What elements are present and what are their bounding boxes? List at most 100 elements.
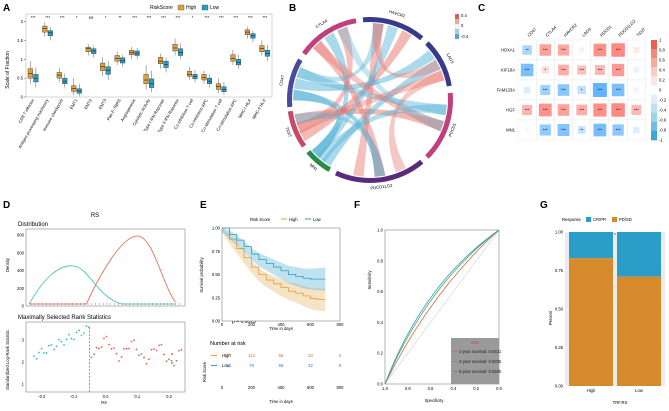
f-legend-label: 1-year survival: 0.5631 (459, 349, 502, 354)
c-scale-label: -1 (659, 138, 663, 143)
c-cell-value (633, 126, 640, 134)
e-risk-xtick: 600 (307, 385, 315, 390)
d-rank-point (105, 335, 108, 338)
panel-f-roc: Sensitivity Specificity 0.0 0.2 0.4 0.6 0.8 1… (367, 228, 503, 404)
d-rank-point (118, 360, 120, 362)
b-segment-arc (425, 92, 453, 159)
d-top-ytick: 800 (17, 233, 25, 238)
f-ylabel: Sensitivity (367, 270, 372, 290)
panel-d-cutpoint: RS Distribution Maximally Selected Rank … (5, 213, 186, 405)
f-xtick: 0.6 (428, 386, 434, 391)
d-rank-point (133, 339, 135, 342)
g-bar-pdsd (569, 258, 613, 386)
d-density-low (28, 265, 176, 305)
c-cell-star: *** (616, 108, 621, 113)
c-cell-value (522, 45, 532, 55)
c-cell-value (577, 65, 587, 75)
b-segment-arc (362, 17, 424, 41)
c-cell-value (539, 124, 551, 136)
g-legend-cr: CR/PR (593, 217, 606, 222)
e-risk-value: 0 (339, 363, 342, 368)
b-legend-swatch (454, 13, 460, 20)
g-xlabel: TRF.RS (613, 400, 628, 405)
d-rank-point (48, 344, 50, 347)
d-rank-point (40, 347, 43, 350)
a-significance: *** (147, 15, 152, 20)
e-risk-value: 187 (225, 353, 233, 358)
a-category-label: EMT2 (83, 97, 93, 110)
d-rank-point (83, 332, 85, 335)
panel-label-f: F (354, 200, 360, 211)
d-rank-point (38, 351, 40, 354)
a-significance: * (76, 15, 78, 20)
f-xlabel: Specificity (425, 398, 445, 403)
c-cell-star: *** (561, 108, 566, 113)
c-cell-star: *** (597, 128, 602, 133)
panel-a-boxplot: RiskScore High Low Scale of Fraction 0 0.… (5, 4, 273, 149)
panel-label-c: C (478, 3, 485, 14)
g-ytick: 0.75 (555, 268, 564, 273)
a-category-label: EMT1 (69, 97, 79, 110)
c-cell-star: ** (525, 48, 529, 53)
c-cell-value (557, 84, 570, 96)
f-xtick: 1.0 (382, 386, 388, 391)
e-risk-value: 111 (225, 363, 232, 368)
b-segment-arc (302, 18, 357, 56)
e-xtick: 400 (278, 322, 286, 327)
c-cell-star: *** (543, 48, 548, 53)
g-legend-title: Response (562, 217, 582, 222)
g-ytick: 1.00 (555, 230, 564, 235)
d-rank-point (103, 337, 105, 340)
d-rank-point (168, 358, 170, 361)
a-significance: ** (118, 15, 122, 20)
c-scale-label: 0.6 (659, 58, 665, 63)
c-cell-value (611, 103, 625, 117)
e-xtick: 800 (337, 322, 345, 327)
e-risk-ylabel: Risk Score (202, 361, 207, 382)
a-legend-title: RiskScore (150, 5, 173, 11)
e-ytick: 0.25 (212, 295, 221, 300)
c-scale-swatch (651, 58, 657, 68)
c-cell-value (592, 82, 607, 98)
c-cell-value (577, 126, 586, 134)
c-cell-star: *** (597, 88, 602, 93)
e-xlabel: Time in days (269, 326, 293, 331)
d-top-ytick: 600 (17, 250, 25, 255)
c-cell-value (593, 123, 607, 137)
d-rank-point (93, 353, 95, 355)
e-risk-xtick: 0 (221, 385, 224, 390)
a-significance: *** (219, 15, 224, 20)
c-cell-value (611, 43, 625, 57)
e-xtick: 600 (307, 322, 315, 327)
c-scale-swatch (651, 121, 657, 132)
b-chord-link (316, 104, 447, 163)
c-col-label: PDCD1LG2 (617, 18, 637, 38)
a-significance: *** (248, 15, 253, 20)
b-segment-label: TIGIT (284, 126, 293, 138)
d-rank-point (178, 349, 180, 352)
c-cell-star: *** (616, 68, 621, 73)
c-cell-value (593, 103, 607, 117)
e-risk-row-label: High (222, 353, 231, 358)
b-chord-link (294, 108, 445, 132)
c-cell-star: *** (616, 88, 621, 93)
d-rank-point (55, 345, 58, 348)
f-roc-curve (384, 229, 500, 385)
e-risk-value: 32 (308, 363, 313, 368)
b-chord-link (293, 89, 386, 177)
d-rank-point (100, 346, 103, 348)
c-col-label: CD47 (526, 26, 538, 38)
c-scale-swatch (651, 49, 657, 59)
d-rank-point (158, 344, 160, 347)
a-significance: *** (161, 15, 166, 20)
c-cell-value (524, 127, 530, 133)
a-significance: *** (45, 15, 50, 20)
c-cell-star: *** (579, 108, 584, 113)
e-risk-value: 0 (339, 353, 342, 358)
d-top-ytick: 400 (17, 268, 25, 273)
c-row-label: MN1 (506, 128, 516, 133)
panel-g-stacked: Response CR/PR PD/SD Percent TRF.RS 0.00… (548, 217, 665, 405)
b-segment-arc (306, 150, 331, 172)
c-scale-label: -0.8 (659, 128, 667, 133)
